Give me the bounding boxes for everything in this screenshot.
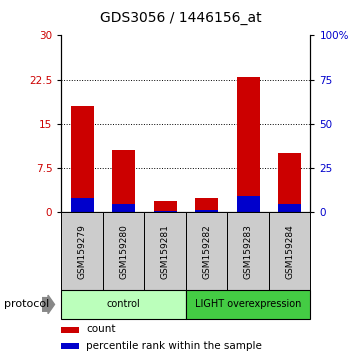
Bar	[71, 198, 93, 212]
Bar	[154, 201, 177, 212]
Text: count: count	[86, 324, 116, 335]
Bar	[154, 211, 177, 212]
FancyArrow shape	[42, 295, 55, 314]
Text: LIGHT overexpression: LIGHT overexpression	[195, 299, 301, 309]
Bar	[112, 150, 135, 212]
Bar	[71, 106, 93, 212]
Text: protocol: protocol	[4, 299, 49, 309]
Text: GSM159284: GSM159284	[285, 224, 294, 279]
Bar	[237, 196, 260, 212]
Text: percentile rank within the sample: percentile rank within the sample	[86, 341, 262, 350]
Bar	[103, 212, 144, 290]
Bar	[61, 327, 79, 333]
Bar	[61, 212, 103, 290]
Bar	[269, 212, 310, 290]
Text: GSM159282: GSM159282	[202, 224, 211, 279]
Bar	[237, 77, 260, 212]
Bar	[186, 290, 310, 319]
Bar	[195, 210, 218, 212]
Text: GSM159281: GSM159281	[161, 224, 170, 279]
Bar	[61, 343, 79, 349]
Bar	[61, 290, 186, 319]
Bar	[186, 212, 227, 290]
Text: GSM159280: GSM159280	[119, 224, 128, 279]
Bar	[278, 205, 301, 212]
Bar	[112, 204, 135, 212]
Text: GSM159283: GSM159283	[244, 224, 253, 279]
Bar	[278, 153, 301, 212]
Text: GSM159279: GSM159279	[78, 224, 87, 279]
Text: control: control	[107, 299, 140, 309]
Bar	[144, 212, 186, 290]
Bar	[195, 198, 218, 212]
Text: GDS3056 / 1446156_at: GDS3056 / 1446156_at	[100, 11, 261, 25]
Bar	[227, 212, 269, 290]
